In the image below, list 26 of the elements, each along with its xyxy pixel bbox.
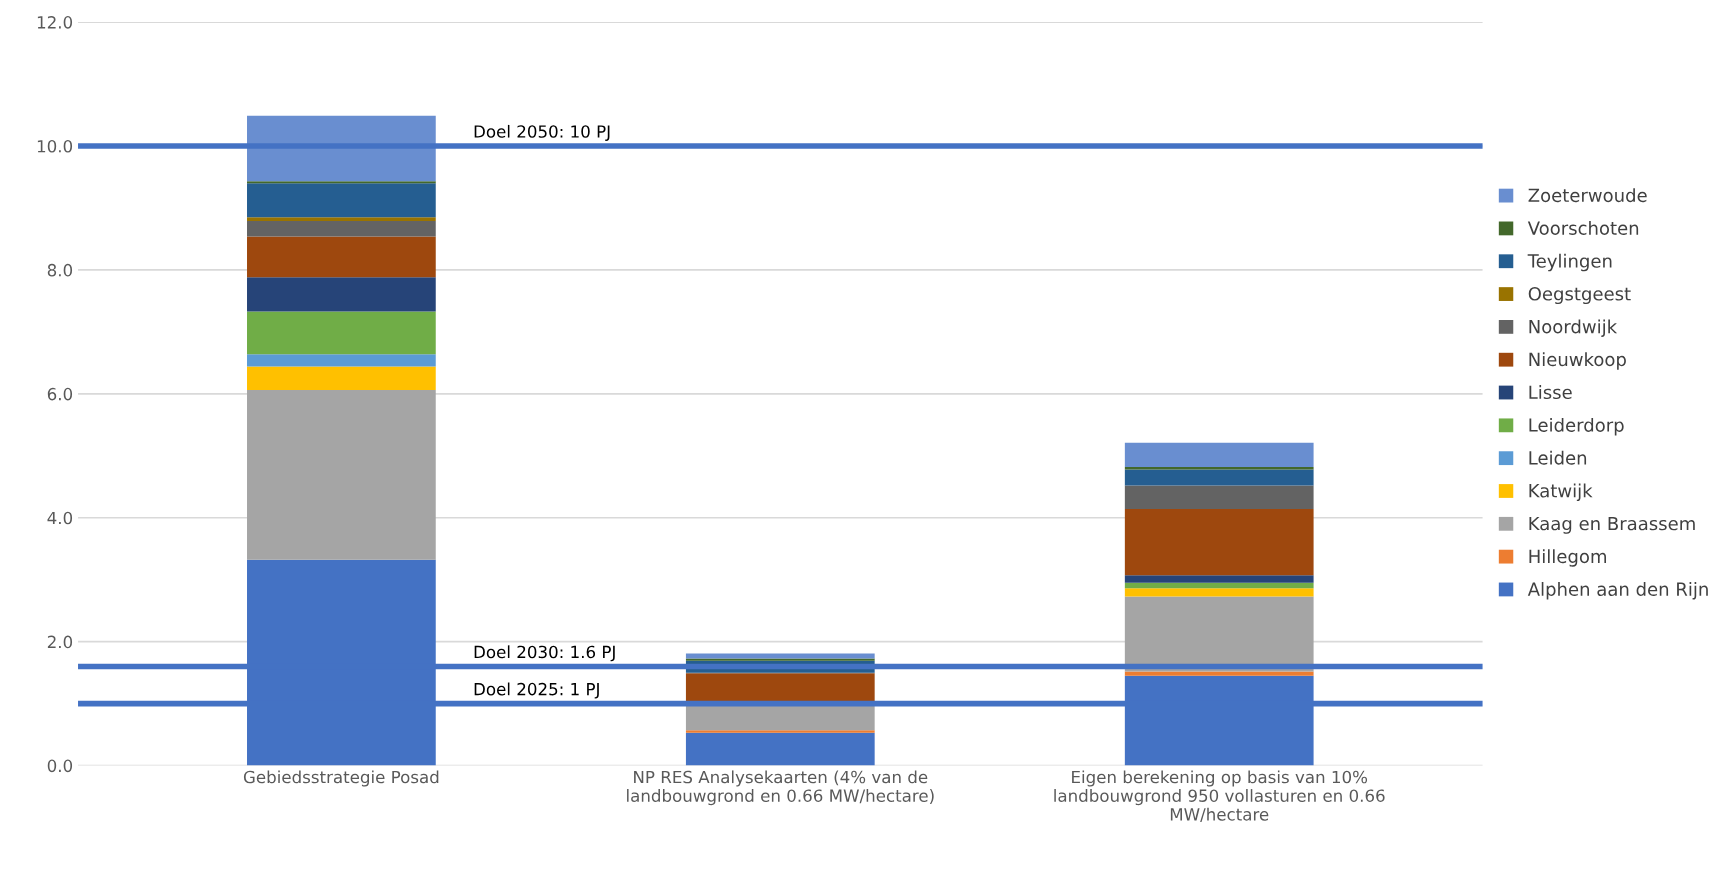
y-tick-label: 4.0: [47, 511, 73, 525]
ref-line-label: Doel 2050: 10 PJ: [474, 124, 610, 141]
y-tick-label: 10.0: [37, 139, 73, 153]
y-tick-label: 6.0: [47, 387, 73, 401]
y-tick-label: 0.0: [47, 759, 73, 773]
legend-label: Leiden: [1529, 450, 1587, 465]
legend-label: Alphen aan den Rijn: [1527, 582, 1708, 600]
legend-label: Teylingen: [1527, 253, 1612, 272]
legend-label: Oegstgeest: [1528, 286, 1631, 305]
x-tick-label: NP RES Analysekaarten (4% van de landbouwgrond en 0.66 MW/hectare): [627, 770, 934, 806]
legend-label: Hillegom: [1529, 549, 1607, 567]
ref-line-label: Doel 2025: 1 PJ: [474, 682, 599, 699]
y-tick-label: 8.0: [47, 263, 73, 277]
x-tick-label: Gebiedsstrategie Posad: [243, 770, 439, 787]
ref-line-label: Doel 2030: 1.6 PJ: [474, 645, 615, 662]
legend-label: Nieuwkoop: [1529, 352, 1626, 370]
y-tick-label: 12.0: [37, 16, 73, 29]
legend-label: Voorschoten: [1527, 220, 1639, 235]
x-tick-label: Eigen berekening op basis van 10% landbouwgrond 950 vollasturen en 0.66 MW/hectare: [1054, 770, 1385, 822]
y-tick-label: 2.0: [47, 635, 73, 649]
legend-label: Noordwijk: [1529, 319, 1618, 337]
legend-label: Lisse: [1529, 385, 1572, 400]
legend-label: Katwijk: [1529, 483, 1593, 502]
legend-label: Kaag en Braassem: [1529, 516, 1695, 534]
legend-label: Leiderdorp: [1529, 417, 1624, 436]
legend-label: Zoeterwoude: [1528, 188, 1647, 203]
